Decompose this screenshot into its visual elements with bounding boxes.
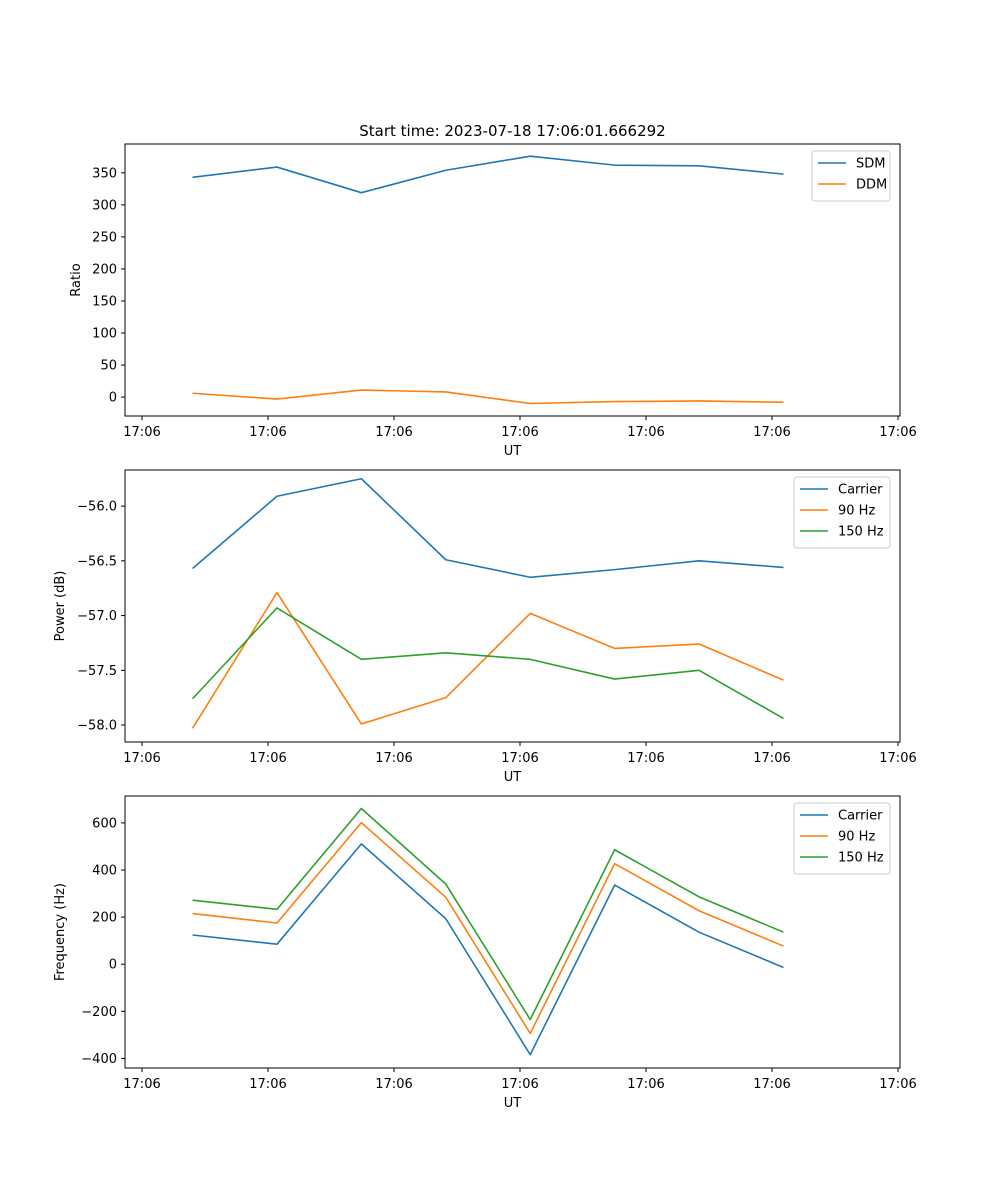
y-tick-label: 250: [92, 230, 117, 245]
legend: Carrier 90 Hz 150 Hz: [793, 802, 891, 875]
series-line-150-hz: [191, 607, 784, 720]
x-axis-label: UT: [504, 444, 522, 459]
x-tick-label: 17:06: [753, 751, 790, 766]
legend-label: 90 Hz: [838, 830, 875, 845]
legend-label: Carrier: [838, 809, 883, 824]
x-tick-label: 17:06: [249, 425, 286, 440]
legend-label: 150 Hz: [838, 525, 884, 540]
x-tick-label: 17:06: [627, 1077, 664, 1092]
y-tick-label: 200: [92, 911, 117, 926]
frequency-panel: −400 −200 0 200 400 600 17:06 17:06 17:06 17:06 17…: [53, 795, 917, 1111]
frequency-plot-frame: [124, 795, 901, 1069]
series-line-carrier: [192, 843, 784, 1056]
y-tick-label: −400: [81, 1052, 117, 1067]
x-tick-label: 17:06: [249, 751, 286, 766]
legend-label: SDM: [856, 157, 885, 172]
y-tick-label: −56.5: [77, 554, 117, 569]
y-axis-label: Power (dB): [53, 571, 68, 642]
legend-label: 150 Hz: [838, 851, 884, 866]
y-tick-label: −56.0: [77, 500, 117, 515]
y-tick-label: 0: [109, 391, 117, 406]
x-axis-label: UT: [504, 770, 522, 785]
ratio-panel: 0 50 100 150 200 250 300 350 17:06 17:06 17:06 17:0…: [69, 143, 917, 459]
x-tick-label: 17:06: [375, 1077, 412, 1092]
x-tick-label: 17:06: [627, 751, 664, 766]
ratio-plot-frame: [124, 143, 901, 417]
power-plot-frame: [124, 469, 901, 743]
series-line-ddm: [192, 389, 784, 405]
x-axis-label: UT: [504, 1096, 522, 1111]
y-tick-label: −57.0: [77, 609, 117, 624]
y-axis-label: Frequency (Hz): [53, 883, 68, 981]
legend: Carrier 90 Hz 150 Hz: [793, 476, 891, 549]
y-tick-label: 350: [92, 166, 117, 181]
x-tick-label: 17:06: [879, 425, 916, 440]
x-tick-label: 17:06: [123, 1077, 160, 1092]
power-panel: −58.0 −57.5 −57.0 −56.5 −56.0 17:06 17:06 17:06…: [53, 469, 917, 785]
x-tick-label: 17:06: [501, 425, 538, 440]
chart-title: Start time: 2023-07-18 17:06:01.666292: [359, 122, 665, 140]
x-tick-label: 17:06: [375, 751, 412, 766]
y-tick-label: 150: [92, 294, 117, 309]
series-line-150-hz: [192, 807, 784, 1021]
x-tick-label: 17:06: [879, 1077, 916, 1092]
y-tick-label: 400: [92, 863, 117, 878]
y-tick-label: 600: [92, 816, 117, 831]
legend-label: DDM: [856, 178, 887, 193]
y-tick-label: 100: [92, 327, 117, 342]
x-tick-label: 17:06: [123, 425, 160, 440]
y-tick-label: −200: [81, 1005, 117, 1020]
series-line-carrier: [192, 477, 784, 579]
legend: SDM DDM: [811, 150, 891, 202]
y-tick-label: 300: [92, 198, 117, 213]
y-tick-label: −57.5: [77, 664, 117, 679]
series-line-sdm: [192, 155, 784, 194]
x-tick-label: 17:06: [249, 1077, 286, 1092]
y-tick-label: 0: [109, 958, 117, 973]
y-axis-label: Ratio: [69, 263, 84, 296]
x-tick-label: 17:06: [753, 425, 790, 440]
series-line-90-hz: [192, 821, 784, 1035]
x-tick-label: 17:06: [501, 751, 538, 766]
y-tick-label: −58.0: [77, 719, 117, 734]
x-tick-label: 17:06: [123, 751, 160, 766]
x-tick-label: 17:06: [375, 425, 412, 440]
legend-label: Carrier: [838, 483, 883, 498]
x-tick-label: 17:06: [501, 1077, 538, 1092]
x-tick-label: 17:06: [879, 751, 916, 766]
x-tick-label: 17:06: [753, 1077, 790, 1092]
y-tick-label: 200: [92, 262, 117, 277]
legend-label: 90 Hz: [838, 504, 875, 519]
x-tick-label: 17:06: [627, 425, 664, 440]
y-tick-label: 50: [100, 359, 117, 374]
